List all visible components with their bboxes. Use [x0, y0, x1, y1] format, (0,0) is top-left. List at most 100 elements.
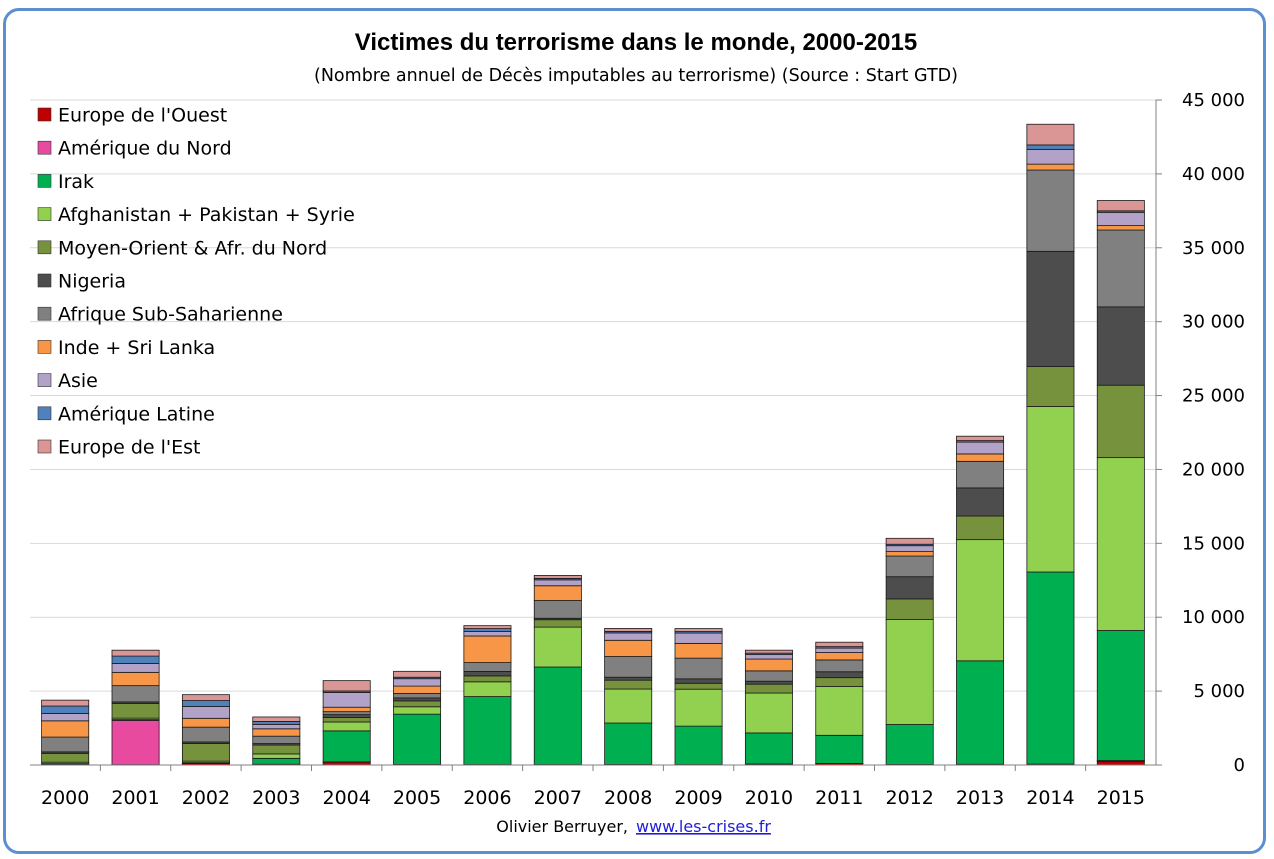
x-tick-label: 2007: [534, 787, 582, 809]
bar-segment: [533, 626, 582, 668]
bar-segment: [744, 649, 793, 654]
y-tick-label: 15 000: [1182, 533, 1245, 554]
bar-segment: [1096, 211, 1145, 227]
x-tick-label: 2014: [1026, 787, 1074, 809]
bar-segment: [604, 688, 653, 724]
bar-segment: [815, 686, 864, 736]
bar-segment: [533, 666, 582, 765]
bar-segment: [1096, 457, 1145, 631]
legend-swatch: [37, 406, 52, 421]
bar-segment: [1026, 148, 1075, 165]
bar-segment: [181, 717, 230, 728]
bar-segment: [322, 730, 371, 763]
bar-segment: [815, 652, 864, 661]
bar-segment: [393, 685, 442, 694]
bar-segment: [533, 619, 582, 628]
x-tick-label: 2013: [956, 787, 1004, 809]
y-tick-label: 30 000: [1182, 312, 1245, 333]
x-tick-label: 2005: [393, 787, 441, 809]
bar-segment: [956, 487, 1005, 517]
bar-segment: [1026, 169, 1075, 252]
bar-segment: [181, 694, 230, 701]
x-tick-label: 2002: [182, 787, 230, 809]
y-tick-label: 20 000: [1182, 459, 1245, 480]
bar-segment: [744, 670, 793, 682]
bar-segment: [463, 675, 512, 683]
bar-segment: [1026, 250, 1075, 367]
bar-segment: [674, 688, 723, 727]
bar-segment: [111, 719, 160, 766]
bar-segment: [885, 724, 934, 765]
legend-label: Amérique Latine: [58, 403, 215, 425]
credit-link[interactable]: www.les-crises.fr: [636, 817, 771, 836]
legend-label: Afrique Sub-Saharienne: [58, 304, 283, 326]
bar-segment: [393, 693, 442, 699]
bar-segment: [533, 585, 582, 601]
legend-swatch: [37, 240, 52, 255]
bar-segment: [1026, 571, 1075, 765]
legend-swatch: [37, 207, 52, 221]
bar-segment: [885, 545, 934, 553]
x-tick-label: 2009: [674, 787, 722, 809]
bar-segment: [463, 631, 512, 637]
bar-segment: [1096, 306, 1145, 386]
bar-segment: [463, 625, 512, 630]
bar-segment: [252, 735, 301, 744]
bar-segment: [674, 678, 723, 684]
legend-label: Europe de l'Est: [58, 437, 201, 459]
bar-segment: [41, 720, 90, 738]
bar-segment: [252, 716, 301, 722]
bar-segment: [1096, 760, 1145, 766]
bar-segment: [744, 692, 793, 734]
bar-segment: [885, 555, 934, 578]
x-tick-label: 2004: [323, 787, 371, 809]
bar-segment: [674, 657, 723, 680]
axes: 0 5 000 10 000 15 000 20 000 25 000 30 000 35 0…: [30, 90, 1245, 809]
bar-segment: [604, 722, 653, 765]
bar-segment: [815, 647, 864, 653]
x-tick-label: 2011: [815, 787, 863, 809]
bar-segment: [956, 515, 1005, 541]
bar-segment: [1026, 406, 1075, 573]
x-tick-label: 2015: [1097, 787, 1145, 809]
y-tick-label: 45 000: [1182, 90, 1245, 111]
bar-segment: [604, 628, 653, 632]
bar-segment: [41, 752, 90, 763]
bar-segment: [181, 743, 230, 762]
chart-subtitle: (Nombre annuel de Décès imputables au te…: [314, 66, 958, 86]
bars: [41, 123, 1145, 766]
bar-segment: [533, 600, 582, 619]
y-tick-label: 0: [1234, 755, 1245, 776]
y-tick-label: 5 000: [1193, 681, 1245, 702]
bar-segment: [1096, 630, 1145, 761]
bar-segment: [393, 713, 442, 765]
bar-segment: [956, 435, 1005, 442]
bar-segment: [674, 628, 723, 632]
bar-segment: [674, 682, 723, 690]
bar-segment: [744, 683, 793, 694]
bar-segment: [252, 757, 301, 765]
x-tick-label: 2008: [604, 787, 652, 809]
bar-segment: [111, 671, 160, 687]
bar-segment: [1096, 200, 1145, 212]
bar-segment: [1096, 225, 1145, 231]
bar-segment: [41, 736, 90, 753]
bar-segment: [41, 699, 90, 707]
bar-segment: [604, 656, 653, 678]
bar-segment: [463, 635, 512, 663]
legend-swatch: [37, 306, 52, 321]
bar-segment: [322, 692, 371, 708]
bar-segment: [41, 705, 90, 714]
bar-segment: [604, 679, 653, 690]
bar-segment: [252, 723, 301, 730]
bar-segment: [463, 681, 512, 697]
bar-segment: [252, 728, 301, 737]
bar-segment: [956, 460, 1005, 489]
bar-segment: [393, 678, 442, 687]
legend: Europe de l'Ouest Amérique du Nord Irak Afg…: [37, 105, 355, 459]
bar-segment: [744, 732, 793, 765]
bar-segment: [41, 713, 90, 722]
legend-label: Moyen-Orient & Afr. du Nord: [58, 237, 327, 259]
bar-segment: [393, 700, 442, 708]
bar-segment: [674, 632, 723, 644]
